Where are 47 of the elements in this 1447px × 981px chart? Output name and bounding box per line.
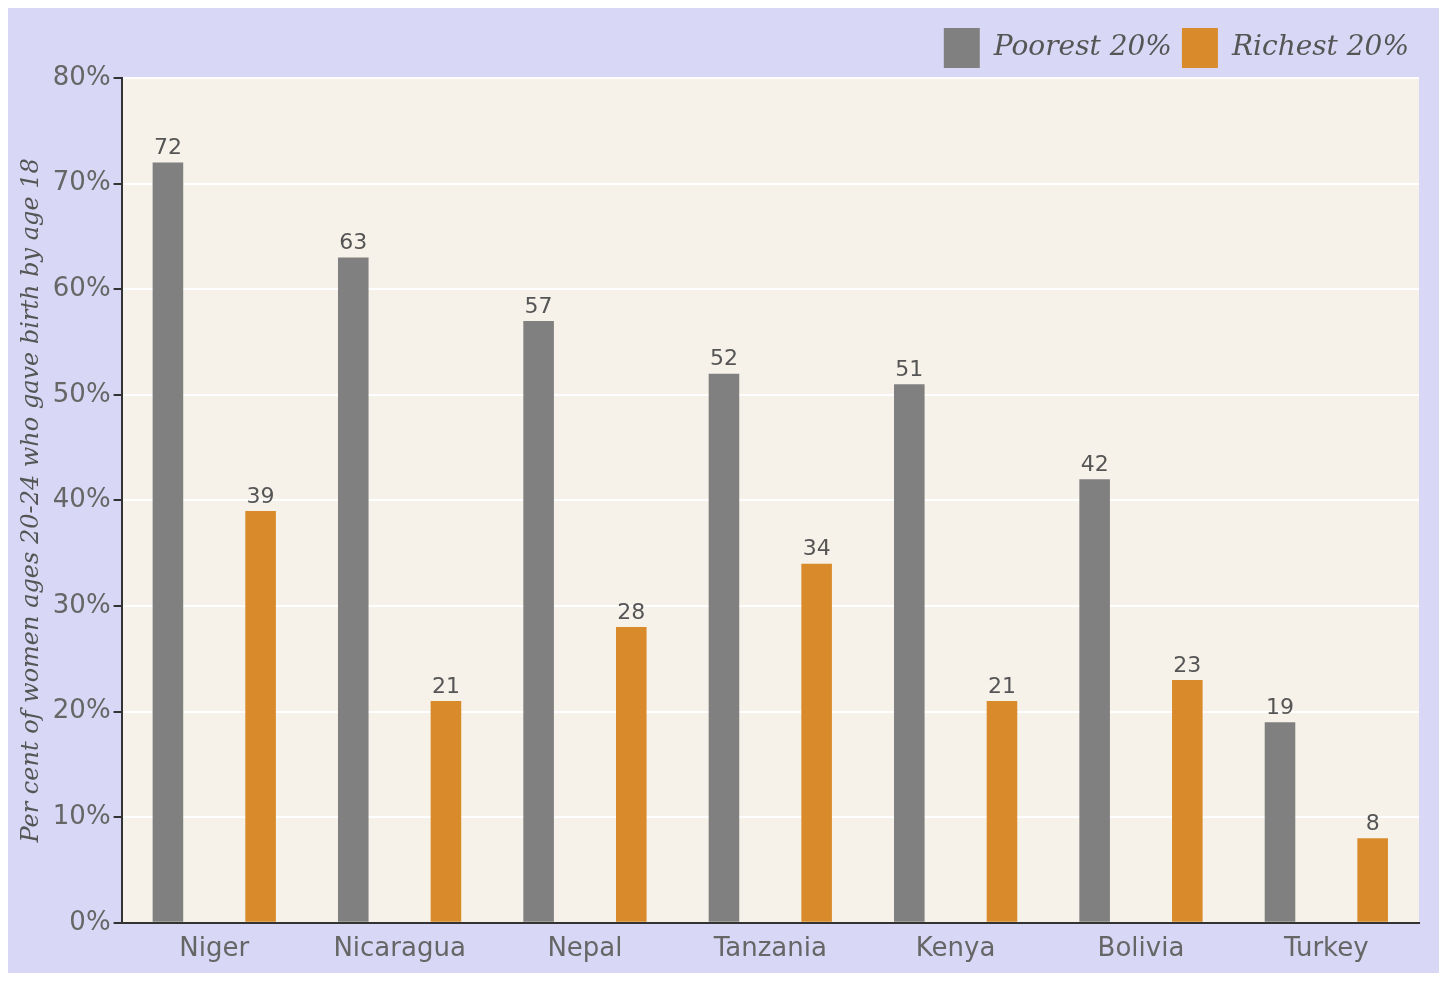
data-label: 23 bbox=[1173, 651, 1202, 677]
y-axis-title: Per cent of women ages 20-24 who gave birth by age 18 bbox=[15, 158, 44, 844]
data-label: 57 bbox=[524, 292, 553, 318]
y-tick-label: 80% bbox=[52, 60, 111, 91]
data-label: 21 bbox=[431, 672, 460, 698]
y-tick-label: 70% bbox=[52, 166, 111, 197]
legend-label: Poorest 20% bbox=[992, 29, 1172, 63]
x-tick-label: Tanzania bbox=[712, 932, 827, 963]
y-tick-label: 60% bbox=[52, 271, 111, 302]
legend-label: Richest 20% bbox=[1230, 29, 1409, 63]
data-label: 28 bbox=[617, 598, 646, 624]
bar bbox=[801, 563, 832, 922]
data-label: 63 bbox=[339, 229, 368, 255]
bar bbox=[523, 320, 554, 922]
bar bbox=[708, 373, 740, 922]
bar bbox=[152, 162, 184, 922]
bar bbox=[1264, 722, 1296, 922]
bar bbox=[337, 257, 369, 922]
bar bbox=[430, 701, 462, 922]
bar bbox=[986, 701, 1018, 922]
data-label: 39 bbox=[246, 482, 275, 508]
x-tick-label: Turkey bbox=[1283, 932, 1369, 963]
y-tick-label: 10% bbox=[52, 799, 111, 830]
y-tick-label: 50% bbox=[52, 377, 111, 408]
y-tick-label: 40% bbox=[52, 483, 111, 514]
x-tick-label: Bolivia bbox=[1097, 932, 1185, 963]
data-label: 72 bbox=[153, 134, 182, 160]
bar bbox=[245, 510, 276, 922]
y-tick-label: 0% bbox=[69, 905, 111, 936]
x-tick-label: Nicaragua bbox=[333, 932, 466, 963]
y-tick-label: 30% bbox=[52, 588, 111, 619]
bar bbox=[1079, 479, 1110, 922]
data-label: 51 bbox=[895, 355, 924, 381]
data-label: 42 bbox=[1080, 451, 1109, 476]
x-tick-label: Niger bbox=[179, 932, 250, 963]
data-label: 8 bbox=[1365, 810, 1380, 836]
bar bbox=[1357, 838, 1388, 922]
bar bbox=[616, 627, 647, 922]
x-tick-label: Kenya bbox=[915, 932, 996, 963]
bar bbox=[894, 384, 925, 922]
data-label: 52 bbox=[709, 345, 738, 371]
x-tick-label: Nepal bbox=[547, 932, 623, 963]
bar bbox=[1172, 679, 1203, 922]
data-label: 21 bbox=[987, 672, 1016, 698]
data-label: 34 bbox=[802, 535, 831, 561]
data-label: 19 bbox=[1265, 693, 1294, 719]
y-tick-label: 20% bbox=[52, 694, 111, 725]
